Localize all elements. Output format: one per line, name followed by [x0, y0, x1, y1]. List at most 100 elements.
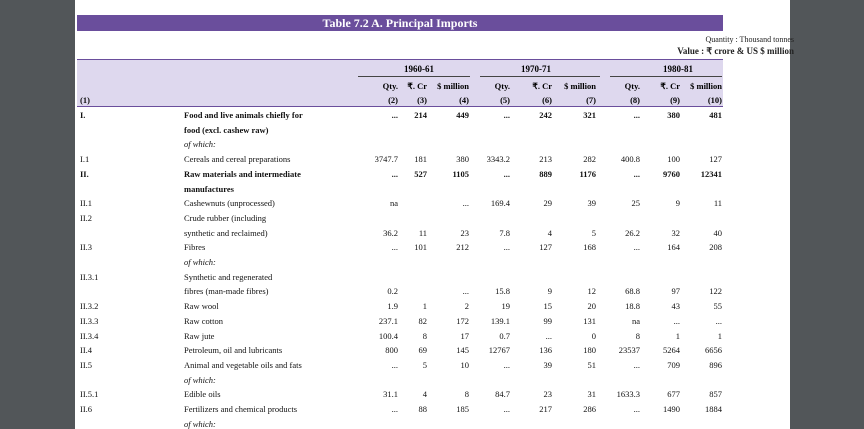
cell-value: 12767 — [488, 345, 510, 356]
cell-value: 122 — [709, 286, 722, 297]
cell-value: 380 — [456, 154, 469, 165]
cell-value: ... — [633, 359, 640, 370]
year-group-header: 1970-71 — [521, 64, 551, 74]
cell-value: 9 — [547, 286, 552, 297]
cell-value: 168 — [583, 242, 596, 253]
cell-value: 1.9 — [387, 301, 398, 312]
column-header: ₹. Cr — [407, 81, 427, 91]
quantity-note: Quantity : Thousand tonnes — [705, 35, 794, 44]
cell-value: 282 — [583, 154, 596, 165]
cell-value: 5264 — [663, 345, 680, 356]
cell-value: 23537 — [618, 345, 640, 356]
cell-value: 3343.2 — [486, 154, 510, 165]
year-group-underline — [358, 76, 470, 77]
cell-value: ... — [503, 110, 510, 120]
cell-value: 481 — [709, 110, 722, 120]
row-code: II.5.1 — [80, 389, 99, 400]
cell-value: 11 — [713, 198, 722, 209]
cell-value: 136 — [539, 345, 552, 356]
column-number: (4) — [459, 95, 469, 105]
cell-value: 237.1 — [378, 315, 398, 326]
column-header: Qty. — [624, 81, 640, 91]
cell-value: 139.1 — [490, 315, 510, 326]
of-which-label: of which: — [184, 374, 216, 385]
cell-value: 68.8 — [625, 286, 640, 297]
cell-value: ... — [391, 404, 398, 414]
row-code: II.3.1 — [80, 271, 99, 282]
cell-value: 800 — [385, 345, 398, 356]
cell-value: 127 — [539, 242, 552, 253]
cell-value: 857 — [709, 389, 722, 400]
cell-value: 20 — [587, 301, 597, 312]
cell-value: 1884 — [705, 404, 722, 414]
cell-value: 40 — [713, 227, 723, 238]
cell-value: 889 — [539, 168, 552, 179]
cell-value: 208 — [709, 242, 722, 253]
row-code: II.3.2 — [80, 301, 99, 312]
column-number: (7) — [586, 95, 596, 105]
cell-value: 127 — [709, 154, 722, 165]
row-code: II.3.4 — [80, 330, 99, 341]
cell-value: 55 — [713, 301, 723, 312]
cell-value: 321 — [583, 110, 596, 120]
row-label: Cashewnuts (unprocessed) — [184, 198, 275, 209]
cell-value: 0 — [591, 330, 596, 341]
cell-value: 0.2 — [387, 286, 398, 297]
row-label: food (excl. cashew raw) — [184, 124, 269, 135]
cell-value: 212 — [456, 242, 469, 253]
column-number: (1) — [80, 95, 90, 105]
cell-value: na — [631, 315, 640, 326]
row-code: II.3.3 — [80, 315, 99, 326]
row-code: II.1 — [80, 198, 93, 209]
year-group-underline — [610, 76, 722, 77]
cell-value: 12341 — [700, 168, 722, 179]
row-label: manufactures — [184, 183, 234, 194]
cell-value: ... — [462, 198, 469, 209]
cell-value: 69 — [418, 345, 428, 356]
year-group-header: 1960-61 — [404, 64, 434, 74]
row-code: II.6 — [80, 404, 93, 414]
cell-value: 31.1 — [383, 389, 398, 400]
cell-value: 8 — [635, 330, 640, 341]
cell-value: 8 — [464, 389, 469, 400]
year-group-underline — [480, 76, 600, 77]
row-code: II.4 — [80, 345, 93, 356]
year-group-header: 1980-81 — [663, 64, 693, 74]
cell-value: 1633.3 — [616, 389, 640, 400]
cell-value: 15.8 — [495, 286, 510, 297]
cell-value: 0.7 — [499, 330, 510, 341]
cell-value: 11 — [418, 227, 427, 238]
cell-value: 5 — [422, 359, 427, 370]
cell-value: 25 — [631, 198, 641, 209]
cell-value: 2 — [464, 301, 469, 312]
cell-value: ... — [633, 242, 640, 253]
cell-value: 5 — [591, 227, 596, 238]
cell-value: 677 — [667, 389, 680, 400]
row-label: Synthetic and regenerated — [184, 271, 273, 282]
row-label: Raw cotton — [184, 315, 223, 326]
cell-value: ... — [503, 242, 510, 253]
cell-value: ... — [673, 315, 680, 326]
cell-value: ... — [462, 286, 469, 297]
row-label: Raw materials and intermediate — [184, 168, 301, 179]
row-code: II.2 — [80, 212, 93, 223]
column-header: $ million — [437, 81, 469, 91]
row-label: Petroleum, oil and lubricants — [184, 345, 283, 356]
table-title: Table 7.2 A. Principal Imports — [77, 15, 723, 31]
cell-value: 169.4 — [490, 198, 510, 209]
column-header: Qty. — [494, 81, 510, 91]
cell-value: 100 — [667, 154, 680, 165]
cell-value: 15 — [543, 301, 553, 312]
cell-value: 17 — [460, 330, 470, 341]
column-number: (8) — [630, 95, 640, 105]
cell-value: ... — [391, 359, 398, 370]
cell-value: 4 — [547, 227, 552, 238]
cell-value: 380 — [667, 110, 680, 120]
cell-value: 214 — [414, 110, 427, 120]
cell-value: 23 — [460, 227, 470, 238]
cell-value: 7.8 — [499, 227, 510, 238]
cell-value: 101 — [414, 242, 427, 253]
cell-value: 18.8 — [625, 301, 640, 312]
cell-value: 23 — [543, 389, 553, 400]
row-label: Raw jute — [184, 330, 215, 341]
